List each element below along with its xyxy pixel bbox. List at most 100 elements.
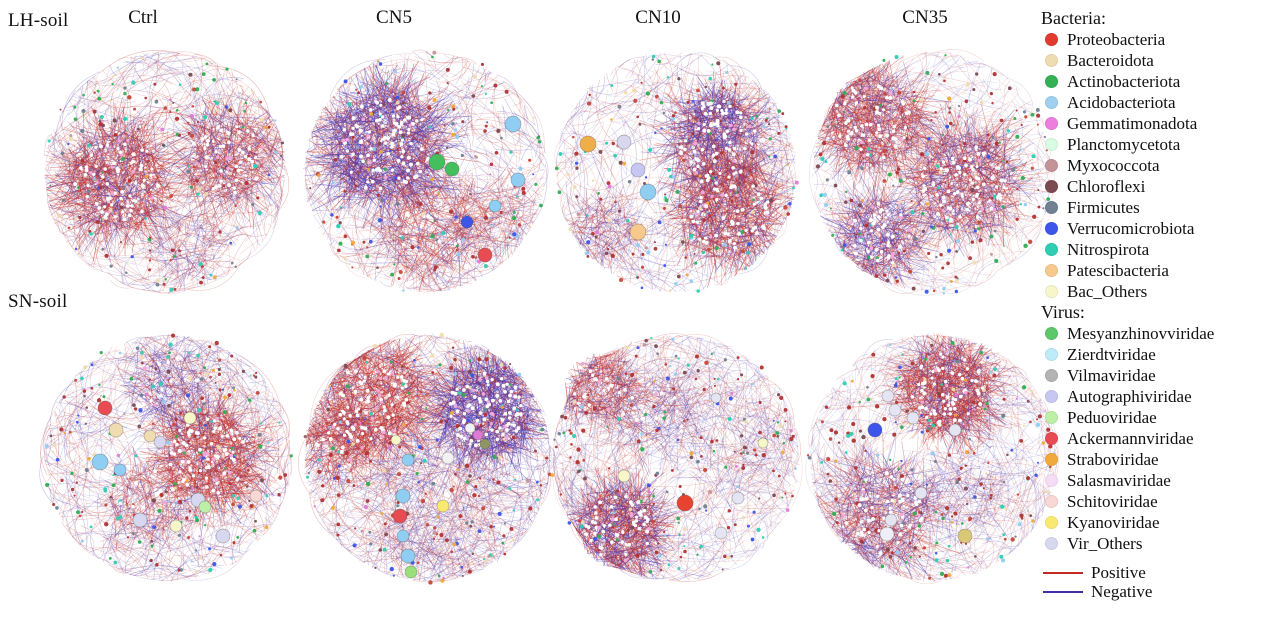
legend: Bacteria: Proteobacteria Bacteroidota Acti… <box>1041 8 1265 601</box>
legend-color-dot <box>1045 243 1058 256</box>
legend-item: Vilmaviridae <box>1041 365 1265 386</box>
legend-color-dot <box>1045 474 1058 487</box>
legend-item: Planctomycetota <box>1041 134 1265 155</box>
legend-item-label: Nitrospirota <box>1067 240 1150 259</box>
legend-edge-negative: Negative <box>1041 582 1265 601</box>
network-canvas-lh-cn5 <box>295 42 555 302</box>
legend-item: Myxococcota <box>1041 155 1265 176</box>
legend-item-label: Bacteroidota <box>1067 51 1154 70</box>
network-panel-lh-cn10 <box>546 42 806 302</box>
legend-color-dot <box>1045 201 1058 214</box>
legend-color-dot <box>1045 54 1058 67</box>
network-panel-sn-cn35 <box>800 325 1066 591</box>
legend-color-dot <box>1045 348 1058 361</box>
legend-item: Schitoviridae <box>1041 491 1265 512</box>
legend-virus-list: Mesyanzhinovviridae Zierdtviridae Vilmavir… <box>1041 323 1265 554</box>
legend-item-label: Zierdtviridae <box>1067 345 1156 364</box>
legend-color-dot <box>1045 264 1058 277</box>
legend-item: Nitrospirota <box>1041 239 1265 260</box>
legend-item-label: Patescibacteria <box>1067 261 1169 280</box>
legend-item: Acidobacteriota <box>1041 92 1265 113</box>
legend-color-dot <box>1045 537 1058 550</box>
legend-item: Patescibacteria <box>1041 260 1265 281</box>
legend-color-dot <box>1045 222 1058 235</box>
legend-color-dot <box>1045 369 1058 382</box>
legend-color-dot <box>1045 138 1058 151</box>
legend-item-label: Myxococcota <box>1067 156 1160 175</box>
network-panel-lh-cn5 <box>295 42 555 302</box>
legend-item-label: Bac_Others <box>1067 282 1148 301</box>
network-canvas-lh-cn35 <box>803 42 1063 302</box>
legend-edge-types: Positive Negative <box>1041 563 1265 601</box>
legend-item: Peduoviridae <box>1041 407 1265 428</box>
legend-bacteria-list: Proteobacteria Bacteroidota Actinobacterio… <box>1041 29 1265 302</box>
network-panel-sn-ctrl <box>35 325 301 591</box>
legend-color-dot <box>1045 75 1058 88</box>
col-label-cn10: CN10 <box>635 7 681 28</box>
legend-color-dot <box>1045 390 1058 403</box>
legend-color-dot <box>1045 285 1058 298</box>
legend-item: Gemmatimonadota <box>1041 113 1265 134</box>
positive-edge-line <box>1043 571 1083 574</box>
legend-item-label: Actinobacteriota <box>1067 72 1181 91</box>
legend-item-label: Proteobacteria <box>1067 30 1166 49</box>
legend-item: Proteobacteria <box>1041 29 1265 50</box>
legend-item: Firmicutes <box>1041 197 1265 218</box>
legend-color-dot <box>1045 117 1058 130</box>
legend-item-label: Kyanoviridae <box>1067 513 1160 532</box>
network-canvas-lh-cn10 <box>546 42 806 302</box>
network-canvas-sn-ctrl <box>35 325 301 591</box>
network-panel-sn-cn10 <box>543 325 809 591</box>
legend-item-label: Straboviridae <box>1067 450 1159 469</box>
legend-item: Verrucomicrobiota <box>1041 218 1265 239</box>
legend-item-label: Peduoviridae <box>1067 408 1157 427</box>
col-label-cn35: CN35 <box>902 7 948 28</box>
legend-item: Kyanoviridae <box>1041 512 1265 533</box>
legend-virus-title: Virus: <box>1041 302 1085 322</box>
legend-color-dot <box>1045 327 1058 340</box>
legend-color-dot <box>1045 33 1058 46</box>
legend-item: Vir_Others <box>1041 533 1265 554</box>
legend-edge-label: Negative <box>1091 581 1153 601</box>
legend-color-dot <box>1045 453 1058 466</box>
negative-edge-line <box>1043 590 1083 593</box>
legend-item: Autographiviridae <box>1041 386 1265 407</box>
legend-item: Bacteroidota <box>1041 50 1265 71</box>
legend-item-label: Vilmaviridae <box>1067 366 1156 385</box>
legend-item-label: Acidobacteriota <box>1067 93 1176 112</box>
legend-item: Bac_Others <box>1041 281 1265 302</box>
legend-color-dot <box>1045 516 1058 529</box>
legend-color-dot <box>1045 96 1058 109</box>
legend-item: Ackermannviridae <box>1041 428 1265 449</box>
legend-color-dot <box>1045 180 1058 193</box>
legend-item-label: Verrucomicrobiota <box>1067 219 1195 238</box>
legend-color-dot <box>1045 159 1058 172</box>
legend-color-dot <box>1045 432 1058 445</box>
legend-bacteria-title: Bacteria: <box>1041 8 1106 28</box>
network-canvas-lh-ctrl <box>35 42 295 302</box>
legend-item: Mesyanzhinovviridae <box>1041 323 1265 344</box>
legend-item: Chloroflexi <box>1041 176 1265 197</box>
legend-item-label: Salasmaviridae <box>1067 471 1171 490</box>
row-label-lh-soil: LH-soil <box>8 10 69 31</box>
legend-item-label: Schitoviridae <box>1067 492 1158 511</box>
network-canvas-sn-cn35 <box>800 325 1066 591</box>
network-panel-lh-ctrl <box>35 42 295 302</box>
legend-item-label: Planctomycetota <box>1067 135 1181 154</box>
legend-item: Salasmaviridae <box>1041 470 1265 491</box>
legend-item-label: Ackermannviridae <box>1067 429 1194 448</box>
legend-item-label: Gemmatimonadota <box>1067 114 1198 133</box>
legend-color-dot <box>1045 411 1058 424</box>
legend-item: Straboviridae <box>1041 449 1265 470</box>
legend-item-label: Vir_Others <box>1067 534 1143 553</box>
network-panel-sn-cn5 <box>295 325 561 591</box>
legend-item-label: Chloroflexi <box>1067 177 1146 196</box>
legend-item-label: Mesyanzhinovviridae <box>1067 324 1215 343</box>
col-label-cn5: CN5 <box>376 7 412 28</box>
legend-item-label: Firmicutes <box>1067 198 1140 217</box>
legend-edge-label: Positive <box>1091 562 1146 582</box>
legend-item-label: Autographiviridae <box>1067 387 1192 406</box>
legend-item: Zierdtviridae <box>1041 344 1265 365</box>
legend-item: Actinobacteriota <box>1041 71 1265 92</box>
